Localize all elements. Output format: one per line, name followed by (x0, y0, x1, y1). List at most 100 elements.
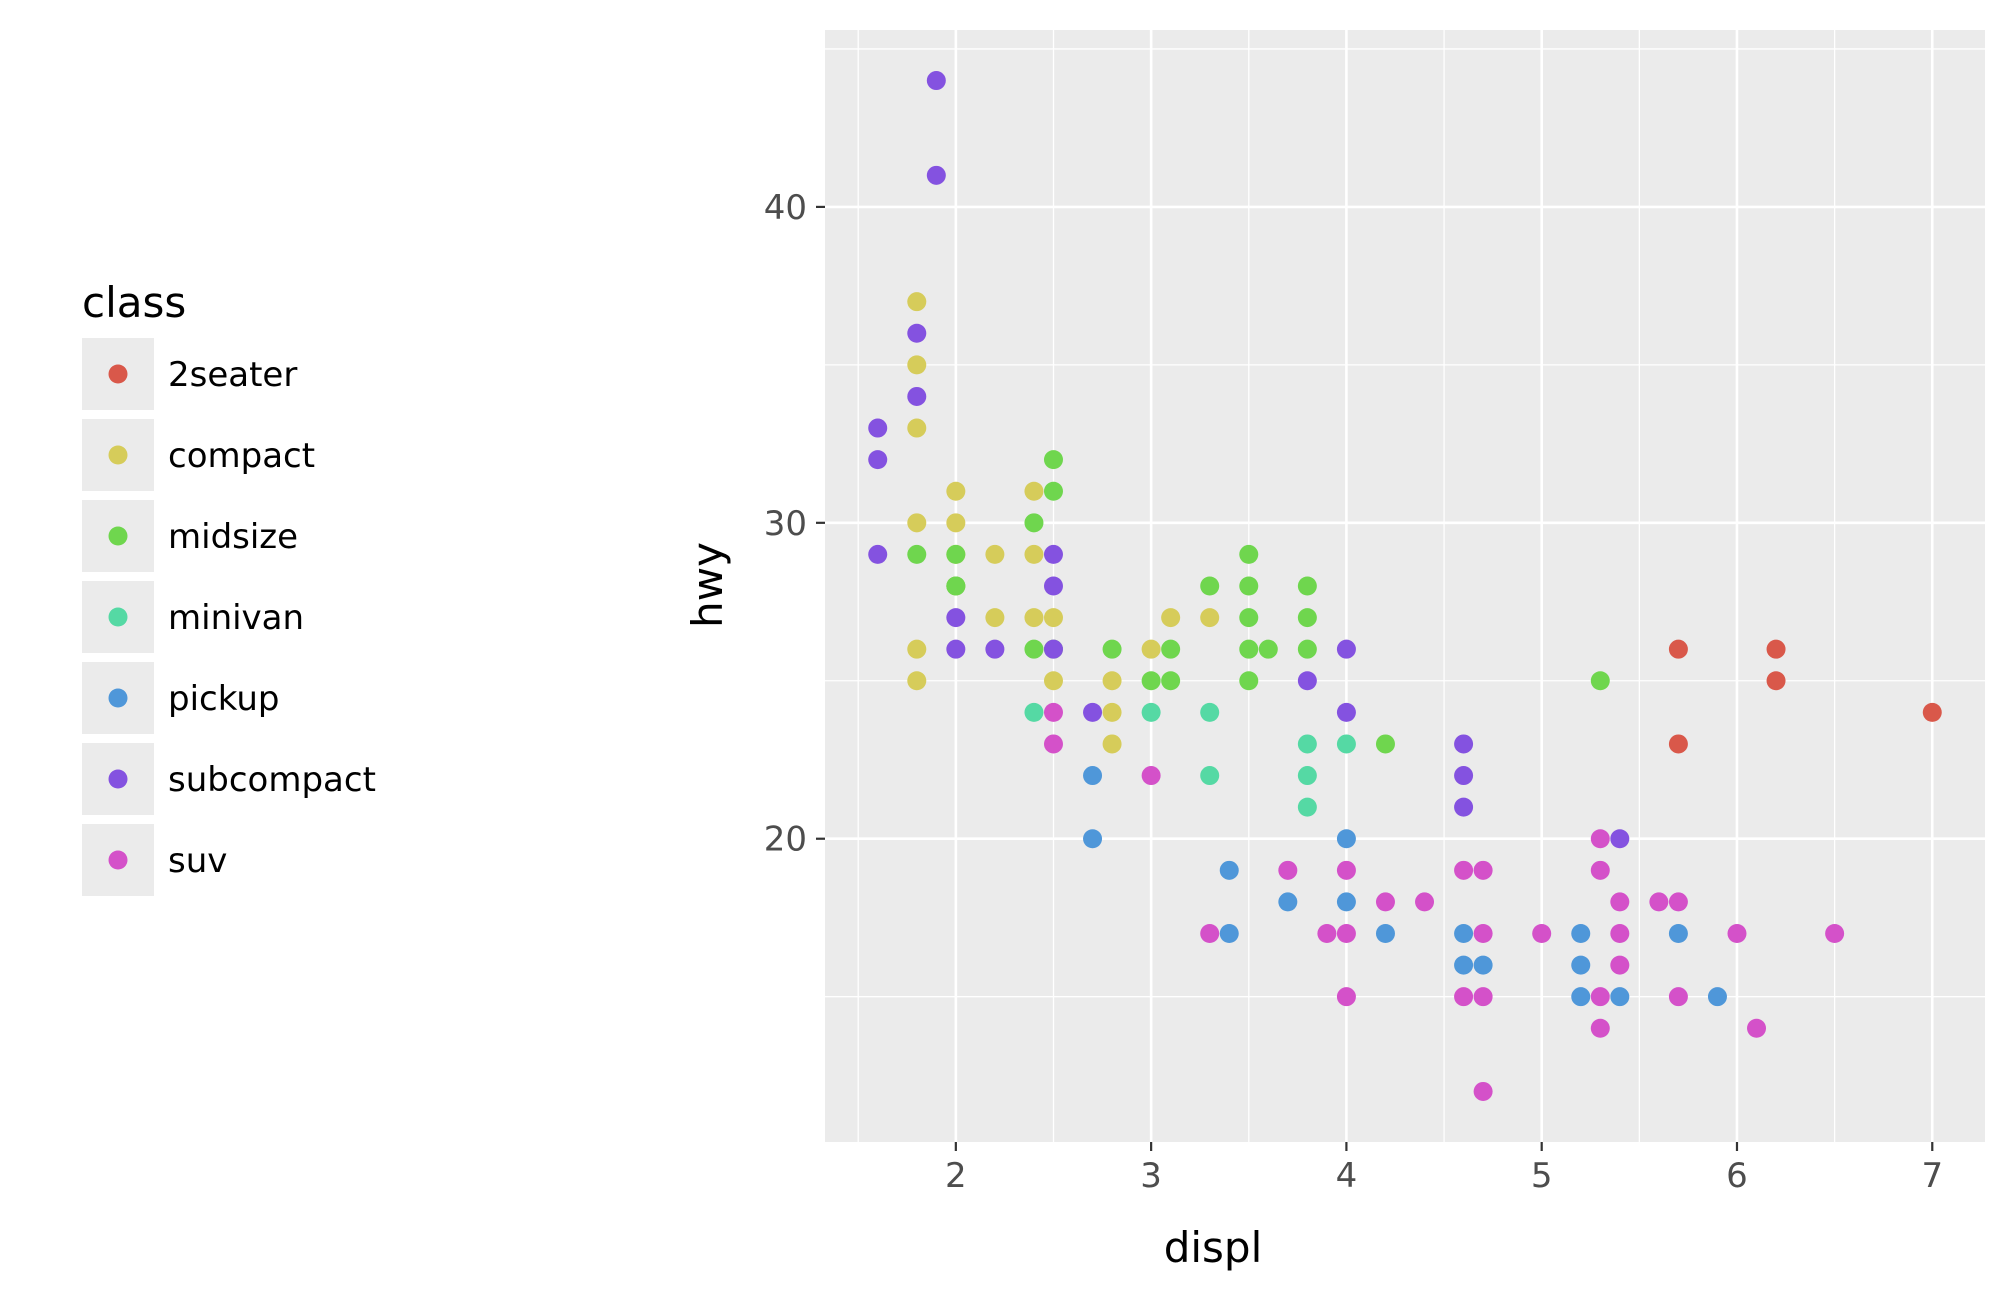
data-point-compact (1024, 481, 1044, 501)
data-point-compact (1102, 702, 1122, 722)
data-point-suv (1473, 924, 1493, 943)
data-point-2seater (1766, 639, 1786, 659)
data-point-minivan (1200, 702, 1220, 722)
y-axis-title: hwy (683, 542, 732, 628)
data-point-compact (1102, 734, 1122, 754)
data-point-suv (1336, 860, 1356, 880)
data-point-suv (1415, 892, 1435, 912)
data-point-compact (1024, 608, 1044, 628)
data-point-2seater (1668, 639, 1688, 659)
y-axis-ticks: 20 30 40 (764, 188, 825, 860)
data-point-midsize (907, 544, 927, 564)
data-point-compact (946, 481, 966, 501)
data-point-subcompact (926, 165, 946, 185)
data-point-suv (1454, 860, 1474, 880)
data-point-pickup (1336, 892, 1356, 912)
plot-panel (825, 30, 1985, 1142)
data-point-subcompact (946, 639, 966, 659)
data-point-2seater (1766, 671, 1786, 691)
data-point-pickup (1707, 987, 1727, 1007)
data-point-2seater (1922, 702, 1942, 722)
data-point-minivan (1024, 702, 1044, 722)
data-point-subcompact (907, 386, 927, 406)
x-tick-label: 2 (945, 1156, 967, 1196)
legend-key-dot (108, 526, 128, 546)
data-point-minivan (1297, 734, 1317, 754)
major-gridlines (825, 30, 1985, 1142)
data-point-suv (1590, 987, 1610, 1007)
data-point-midsize (1239, 639, 1259, 659)
data-point-suv (1590, 829, 1610, 849)
data-point-compact (1043, 608, 1063, 628)
data-point-suv (1610, 955, 1630, 975)
data-point-suv (1668, 987, 1688, 1007)
data-point-compact (1200, 608, 1220, 628)
legend-key-dot (108, 364, 128, 384)
data-point-pickup (1610, 987, 1630, 1007)
data-point-minivan (1297, 766, 1317, 786)
data-point-subcompact (1336, 639, 1356, 659)
data-point-compact (1043, 671, 1063, 691)
data-point-subcompact (1043, 576, 1063, 596)
legend-key-dot (108, 607, 128, 627)
data-point-pickup (1571, 987, 1591, 1007)
legend-label: 2seater (168, 355, 297, 395)
data-point-subcompact (907, 323, 927, 343)
data-point-pickup (1083, 829, 1103, 849)
data-point-suv (1454, 987, 1474, 1007)
data-points (868, 71, 1942, 1101)
x-tick-label: 4 (1336, 1156, 1358, 1196)
data-point-subcompact (1043, 544, 1063, 564)
data-point-subcompact (868, 418, 888, 438)
data-point-subcompact (1454, 797, 1474, 817)
data-point-subcompact (868, 544, 888, 564)
data-point-pickup (1083, 766, 1103, 786)
data-point-compact (907, 639, 927, 659)
data-point-subcompact (1610, 829, 1630, 849)
data-point-suv (1278, 860, 1298, 880)
data-point-minivan (1336, 734, 1356, 754)
legend-key-dot (108, 850, 128, 870)
data-point-compact (1024, 544, 1044, 564)
legend-label: compact (168, 436, 315, 476)
data-point-suv (1610, 892, 1630, 912)
data-point-suv (1532, 924, 1552, 943)
data-point-2seater (1668, 734, 1688, 754)
data-point-suv (1317, 924, 1337, 943)
legend-label: suv (168, 841, 227, 881)
minor-gridlines (825, 30, 1985, 1142)
data-point-compact (907, 671, 927, 691)
data-point-suv (1727, 924, 1747, 943)
data-point-subcompact (985, 639, 1005, 659)
data-point-pickup (1454, 955, 1474, 975)
data-point-compact (1102, 671, 1122, 691)
x-tick-label: 3 (1140, 1156, 1162, 1196)
data-point-subcompact (1454, 766, 1474, 786)
data-point-minivan (1297, 797, 1317, 817)
data-point-subcompact (946, 608, 966, 628)
data-point-midsize (1297, 576, 1317, 596)
legend-title: class (82, 278, 186, 327)
legend: class 2seater compact midsize minivan pickup… (82, 278, 376, 896)
data-point-suv (1336, 987, 1356, 1007)
y-tick-label: 20 (764, 820, 807, 860)
data-point-suv (1473, 987, 1493, 1007)
data-point-subcompact (1297, 671, 1317, 691)
data-point-compact (1161, 608, 1181, 628)
legend-label: midsize (168, 517, 298, 557)
data-point-midsize (1102, 639, 1122, 659)
data-point-midsize (1297, 608, 1317, 628)
data-point-compact (1141, 639, 1161, 659)
data-point-subcompact (1336, 702, 1356, 722)
data-point-pickup (1668, 924, 1688, 943)
data-point-subcompact (926, 71, 946, 91)
legend-label: pickup (168, 679, 280, 719)
data-point-midsize (1200, 576, 1220, 596)
data-point-compact (907, 292, 927, 312)
data-point-subcompact (1454, 734, 1474, 754)
x-axis-ticks: 2 3 4 5 6 7 (945, 1142, 1943, 1196)
legend-key-dot (108, 769, 128, 789)
data-point-compact (907, 355, 927, 375)
data-point-suv (1668, 892, 1688, 912)
